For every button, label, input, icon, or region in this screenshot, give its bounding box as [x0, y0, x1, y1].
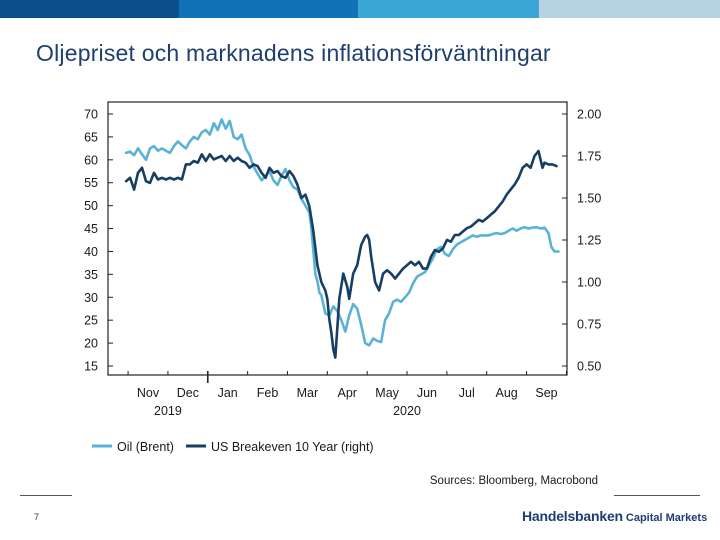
top-bar-segment [179, 0, 358, 18]
footer-rule-left [20, 495, 72, 496]
slide-title: Oljepriset och marknadens inflationsförv… [36, 40, 551, 66]
x-axis-label: Jun [417, 386, 437, 400]
plot-frame [107, 101, 568, 376]
right-axis-label: 1.25 [577, 234, 601, 248]
x-year-label: 2020 [393, 404, 421, 418]
right-axis-label: 1.50 [577, 192, 601, 206]
left-axis-label: 70 [84, 108, 98, 122]
footer-rule-right [614, 495, 700, 496]
brand-logo: Handelsbanken Capital Markets [522, 508, 707, 526]
left-axis-label: 55 [84, 176, 98, 190]
right-axis-label: 0.75 [577, 318, 601, 332]
x-axis-label: Apr [338, 386, 357, 400]
legend-label: US Breakeven 10 Year (right) [211, 440, 374, 454]
right-axis-label: 1.75 [577, 150, 601, 164]
us-breakeven-line [124, 149, 558, 359]
x-axis-label: Feb [257, 386, 279, 400]
x-axis-label: Aug [496, 386, 518, 400]
right-axis-label: 1.00 [577, 276, 601, 290]
x-axis-label: Jul [459, 386, 475, 400]
x-axis-label: Jan [218, 386, 238, 400]
x-axis-label: Mar [297, 386, 319, 400]
top-bar-segment [358, 0, 539, 18]
left-axis-label: 60 [84, 153, 98, 167]
left-axis-label: 30 [84, 291, 98, 305]
right-axis-label: 2.00 [577, 108, 601, 122]
brand-name: Handelsbanken [522, 508, 623, 524]
left-axis-label: 15 [84, 360, 98, 374]
left-axis-label: 25 [84, 314, 98, 328]
x-axis-label: Nov [137, 386, 160, 400]
left-axis-label: 40 [84, 245, 98, 259]
top-bar-segment [0, 0, 179, 18]
oil-brent-line [124, 118, 560, 347]
left-axis-label: 65 [84, 130, 98, 144]
top-color-bars [0, 0, 720, 18]
source-note: Sources: Bloomberg, Macrobond [430, 475, 598, 487]
page-number: 7 [34, 512, 40, 522]
x-axis-label: Dec [177, 386, 199, 400]
left-axis-label: 20 [84, 337, 98, 351]
right-axis-label: 0.50 [577, 360, 601, 374]
x-year-label: 2019 [154, 404, 182, 418]
x-axis-label: Sep [535, 386, 557, 400]
brand-subtitle: Capital Markets [625, 512, 708, 524]
left-axis-label: 50 [84, 199, 98, 213]
x-axis-label: May [375, 386, 399, 400]
top-bar-segment [539, 0, 720, 18]
legend-label: Oil (Brent) [117, 440, 174, 454]
left-axis-label: 45 [84, 222, 98, 236]
left-axis-label: 35 [84, 268, 98, 282]
